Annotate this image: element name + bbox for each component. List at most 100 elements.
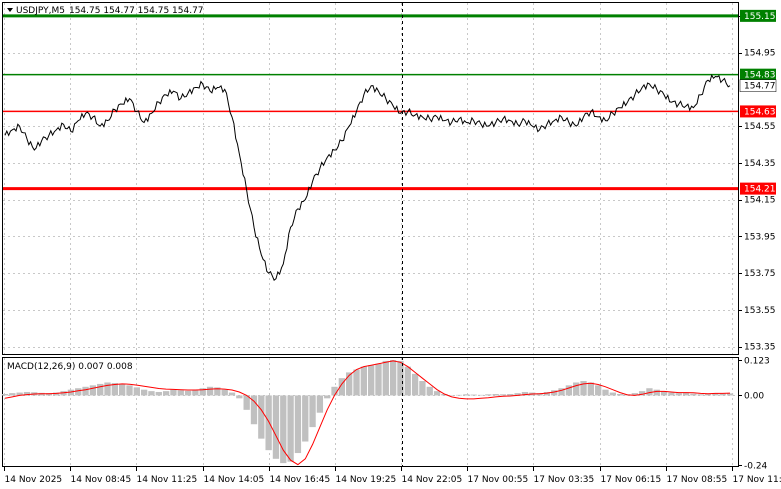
macd-bar <box>514 393 521 396</box>
time-tick-label: 14 Nov 14:05 <box>204 475 265 485</box>
macd-bar <box>426 386 433 396</box>
macd-bar <box>704 394 712 396</box>
macd-label: MACD(12,26,9) 0.007 0.008 <box>7 362 133 372</box>
macd-bar <box>338 378 346 396</box>
time-tick-label: 14 Nov 11:25 <box>137 475 198 485</box>
macd-bar <box>192 389 199 396</box>
macd-bar <box>397 360 404 396</box>
macd-bar <box>148 391 155 396</box>
macd-bar <box>53 392 60 396</box>
macd-bar <box>287 395 294 462</box>
chart-header: USDJPY,M5 154.75 154.77 154.75 154.77 <box>16 6 204 16</box>
macd-bar <box>221 389 228 396</box>
price-panel-frame <box>2 2 739 355</box>
macd-bar <box>199 388 206 396</box>
macd-bar <box>250 395 258 425</box>
macd-bar <box>631 393 638 396</box>
price-tick-label: 153.35 <box>744 343 776 353</box>
time-tick-label: 14 Nov 19:25 <box>336 475 397 485</box>
macd-bar <box>16 392 23 396</box>
macd-bar <box>441 394 448 396</box>
price-axis: 155.15 154.95 154.55 154.35 154.15 153.95 153.… <box>738 12 776 353</box>
price-tick-label: 153.55 <box>744 306 776 316</box>
macd-bar <box>206 386 214 396</box>
macd-bar <box>75 388 82 396</box>
macd-bar <box>9 393 16 396</box>
time-tick-label: 17 Nov 11:35 <box>733 475 781 485</box>
macd-bar <box>331 386 338 396</box>
macd-bar <box>558 388 565 396</box>
macd-bar <box>97 383 104 396</box>
level-badge-label: 154.83 <box>744 71 776 81</box>
macd-bar <box>653 389 660 396</box>
price-tick-label: 153.95 <box>744 232 776 242</box>
price-tick-label: 154.55 <box>744 122 776 132</box>
time-tick-label: 17 Nov 08:55 <box>667 475 728 485</box>
macd-bar <box>404 366 411 396</box>
macd-bar <box>382 360 389 396</box>
macd-bar <box>573 382 580 396</box>
macd-bar <box>419 381 426 396</box>
macd-tick-label: -0.24 <box>744 462 768 472</box>
macd-bar <box>155 391 162 396</box>
macd-bar <box>690 393 697 396</box>
macd-bar <box>565 385 573 396</box>
macd-bar <box>82 386 89 396</box>
macd-bar <box>184 390 192 396</box>
price-series-line <box>4 73 731 282</box>
macd-bar <box>243 395 250 410</box>
macd-bar <box>455 394 463 396</box>
macd-bar <box>712 393 719 396</box>
macd-bar <box>602 389 609 396</box>
macd-histogram <box>1 360 734 464</box>
macd-bar <box>682 392 690 396</box>
macd-axis: 0.123 0.00 -0.24 <box>738 357 770 472</box>
macd-bar <box>280 395 287 464</box>
current-price-badge <box>739 79 777 92</box>
macd-bar <box>353 369 360 396</box>
macd-bar <box>368 365 375 396</box>
time-tick-label: 14 Nov 2025 <box>5 475 63 485</box>
macd-bar <box>324 395 331 399</box>
macd-bar <box>162 391 170 396</box>
price-badges: 155.15 154.83 154.63 154.21 154.77 <box>739 9 777 195</box>
macd-bar <box>499 394 507 396</box>
macd-bar <box>668 392 675 396</box>
macd-bar <box>302 395 309 442</box>
macd-tick-label: 0.123 <box>744 357 770 367</box>
level-badge-label: 154.63 <box>744 107 776 117</box>
macd-bar <box>638 391 646 396</box>
time-tick-label: 17 Nov 06:15 <box>601 475 662 485</box>
level-badge <box>740 9 776 22</box>
macd-bar <box>507 394 514 396</box>
price-tick-label: 154.15 <box>744 196 776 206</box>
time-axis: 14 Nov 2025 14 Nov 08:45 14 Nov 11:25 14 No… <box>4 467 781 485</box>
macd-bar <box>609 392 616 396</box>
macd-bar <box>228 392 236 396</box>
macd-tick-label: 0.00 <box>744 392 764 402</box>
macd-bar <box>719 393 726 396</box>
macd-bar <box>551 390 558 396</box>
level-badge-label: 154.21 <box>744 185 776 195</box>
macd-bar <box>433 391 441 396</box>
macd-bar <box>119 383 126 396</box>
macd-bar <box>1 394 9 396</box>
macd-bar <box>521 391 529 396</box>
macd-bar <box>470 394 477 396</box>
macd-bar <box>89 385 97 396</box>
symbol-label: USDJPY,M5 <box>16 6 65 16</box>
macd-bar <box>126 385 133 396</box>
time-tick-label: 14 Nov 16:45 <box>270 475 331 485</box>
triangle-down-icon[interactable] <box>7 8 13 12</box>
current-price-label: 154.77 <box>744 82 776 92</box>
macd-bar <box>67 389 75 396</box>
macd-bar <box>272 395 280 459</box>
macd-bar <box>236 395 243 399</box>
macd-bar <box>697 394 704 396</box>
macd-bar <box>660 391 668 396</box>
macd-bar <box>580 381 587 396</box>
macd-bar <box>492 394 499 396</box>
macd-bar <box>543 391 551 396</box>
macd-bar <box>360 366 367 396</box>
